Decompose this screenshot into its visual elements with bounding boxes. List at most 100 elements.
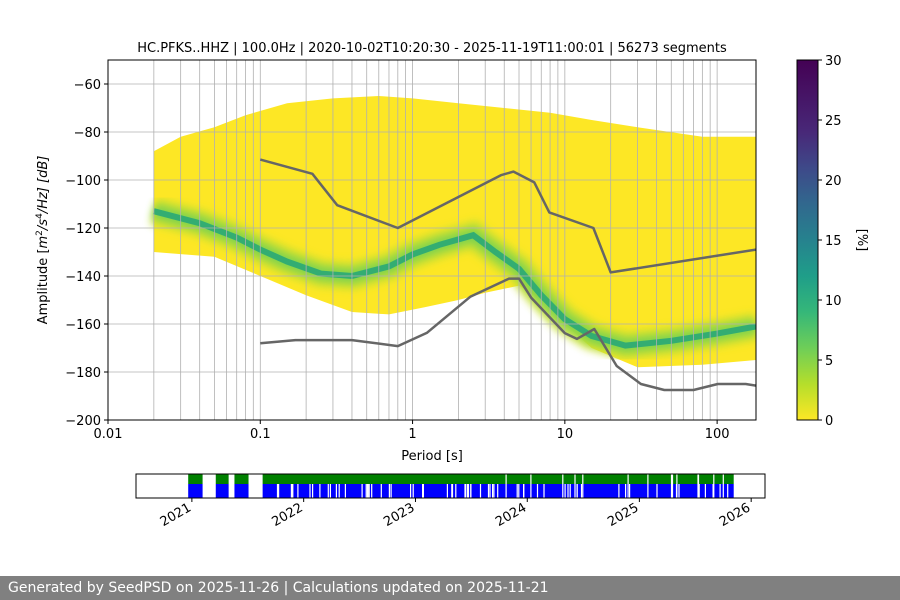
y-tick-label: −160 <box>65 318 101 333</box>
timeline-full-gap <box>562 474 564 498</box>
timeline-gap <box>164 474 189 498</box>
timeline-data-gap <box>493 484 495 498</box>
timeline-tick-label: 2025 <box>605 500 641 530</box>
timeline-data-gap <box>319 484 321 498</box>
x-tick-label: 10 <box>557 427 574 442</box>
timeline-data-gap <box>464 484 467 498</box>
timeline-data-gap <box>564 484 566 498</box>
timeline-data-gap <box>446 484 448 498</box>
x-tick-label: 1 <box>408 427 416 442</box>
timeline-data-gap <box>712 484 714 498</box>
timeline-data-gap <box>380 484 382 498</box>
timeline-data-gap <box>290 484 292 498</box>
colorbar-ticks: 0 5 10 15 20 25 30 <box>818 54 842 429</box>
timeline-data-gap <box>569 484 571 498</box>
timeline-tick-label: 2022 <box>270 500 306 530</box>
x-tick-label: 0.1 <box>250 427 271 442</box>
timeline-data-gap <box>523 484 525 498</box>
timeline-data-gap <box>489 484 491 498</box>
noise-model-nlnm <box>260 277 756 392</box>
timeline-data-gap <box>470 484 472 498</box>
timeline-data-gap <box>371 484 373 498</box>
timeline-full-gap <box>505 474 507 498</box>
timeline-data-gap <box>656 484 658 498</box>
colorbar-tick-label: 5 <box>825 354 833 369</box>
timeline-data-gap <box>335 484 337 498</box>
timeline-data-gap <box>518 484 520 498</box>
colorbar-tick-label: 30 <box>825 54 842 69</box>
timeline-data-gap <box>727 484 729 498</box>
noise-models <box>259 158 756 392</box>
timeline-data-gap <box>278 484 280 498</box>
timeline-full-gap <box>647 474 649 498</box>
timeline-data-gap <box>451 484 454 498</box>
timeline-data-gap <box>487 484 490 498</box>
footer-text: Generated by SeedPSD on 2025-11-26 | Cal… <box>0 576 900 600</box>
y-tick-label: −180 <box>65 366 101 381</box>
timeline-data-gap <box>367 484 369 498</box>
timeline-gap <box>202 474 216 498</box>
timeline-data-gap <box>580 484 583 498</box>
timeline-tick-label: 2021 <box>158 500 194 530</box>
timeline-data-gap <box>297 484 299 498</box>
timeline-full-gap <box>530 474 532 498</box>
timeline-data-gap <box>719 484 721 498</box>
y-axis-ticks: −60 −80 −100 −120 −140 −160 −180 −200 <box>65 78 108 429</box>
psd-heatmap <box>150 96 756 368</box>
timeline-full-gap <box>627 474 629 498</box>
timeline-processed-bar <box>164 474 738 484</box>
plot-frame <box>107 59 757 421</box>
psd-chart: HC.PFKS..HHZ | 100.0Hz | 2020-10-02T10:2… <box>35 41 869 530</box>
timeline-data-gap <box>576 484 578 498</box>
timeline-data-gap <box>516 484 518 498</box>
timeline-data-gap <box>479 484 482 498</box>
y-tick-label: −80 <box>74 126 101 141</box>
timeline-data-gap <box>422 484 424 498</box>
timeline-data-gap <box>388 484 390 498</box>
timeline-tick-label: 2023 <box>381 500 417 530</box>
timeline-data-gap <box>390 484 392 498</box>
data-availability-timeline: 2021 2022 2023 2024 2025 2026 <box>135 473 766 530</box>
timeline-full-gap <box>722 474 724 498</box>
psd-mode-core <box>153 208 756 349</box>
timeline-gap <box>248 474 263 498</box>
timeline-data-gap <box>467 484 470 498</box>
y-tick-label: −120 <box>65 222 101 237</box>
timeline-data-gap <box>312 484 314 498</box>
timeline-gaps <box>164 474 738 498</box>
timeline-data-gap <box>497 484 499 498</box>
timeline-full-gap <box>670 474 673 498</box>
timeline-full-gap <box>671 474 674 498</box>
x-axis-label: Period [s] <box>401 449 463 464</box>
timeline-data-gap <box>543 484 545 498</box>
chart-title: HC.PFKS..HHZ | 100.0Hz | 2020-10-02T10:2… <box>137 41 727 56</box>
timeline-data-gap <box>704 484 706 498</box>
y-axis-label: Amplitude [m2/s4/Hz] [dB] <box>35 156 51 325</box>
timeline-data-gap <box>492 484 494 498</box>
timeline-data-gap <box>625 484 627 498</box>
colorbar-tick-label: 20 <box>825 174 842 189</box>
timeline-data-gap <box>698 484 700 498</box>
timeline-data-gap <box>410 484 412 498</box>
colorbar-tick-label: 25 <box>825 114 842 129</box>
grid-lines <box>108 60 756 420</box>
colorbar <box>796 59 819 421</box>
timeline-ticks: 2021 2022 2023 2024 2025 2026 <box>158 498 753 530</box>
timeline-data-gap <box>327 484 329 498</box>
timeline-full-gap <box>574 474 576 498</box>
timeline-data-gap <box>629 484 631 498</box>
timeline-tick-label: 2024 <box>493 500 529 530</box>
timeline-tick-label: 2026 <box>717 500 753 530</box>
colorbar-tick-label: 10 <box>825 294 842 309</box>
timeline-data-gap <box>329 484 331 498</box>
timeline-data-gap <box>344 484 346 498</box>
timeline-data-gap <box>338 484 340 498</box>
y-tick-label: −200 <box>65 414 101 429</box>
timeline-gap <box>733 474 738 498</box>
noise-model-nhnm <box>259 158 756 274</box>
colorbar-tick-label: 0 <box>825 414 833 429</box>
y-tick-label: −140 <box>65 270 101 285</box>
timeline-data-gap <box>422 484 424 498</box>
timeline-full-gap <box>697 474 700 498</box>
timeline-full-gap <box>582 474 584 498</box>
